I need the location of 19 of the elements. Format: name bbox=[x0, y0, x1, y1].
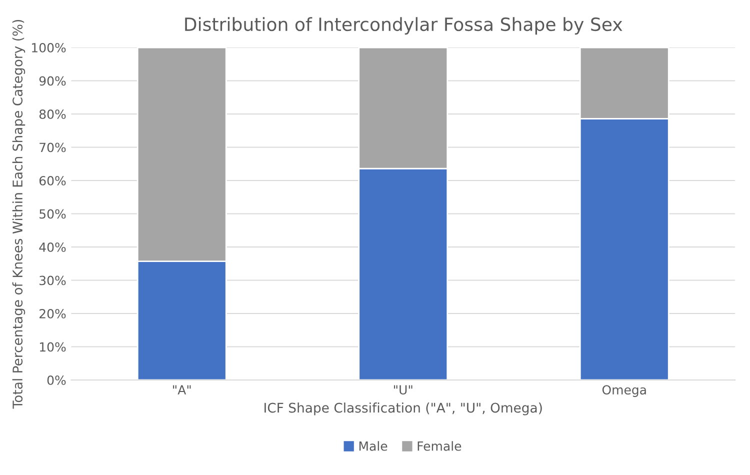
y-axis-title: Total Percentage of Knees Within Each Shape Category (%) bbox=[12, 20, 26, 409]
y-tick-label: 50% bbox=[40, 209, 66, 219]
legend-label: Male bbox=[359, 441, 388, 451]
y-tick-label: 40% bbox=[39, 242, 66, 252]
y-tick-label: 0% bbox=[47, 375, 66, 385]
y-tick-label: 30% bbox=[40, 276, 66, 286]
chart-title: Distribution of Intercondylar Fossa Shape by Sex bbox=[185, 17, 622, 35]
y-tick-label: 70% bbox=[40, 142, 66, 152]
y-tick-label: 90% bbox=[39, 76, 66, 86]
y-tick-label: 100% bbox=[32, 42, 66, 52]
y-tick-label: 10% bbox=[40, 342, 66, 352]
x-tick-label: Omega bbox=[602, 385, 646, 397]
x-tick-label: "U" bbox=[394, 385, 412, 395]
y-tick-label: 80% bbox=[39, 109, 66, 119]
x-tick-label: "A" bbox=[173, 385, 191, 394]
y-tick-label: 60% bbox=[39, 176, 66, 186]
x-axis-title: ICF Shape Classification ("A", "U", Omega) bbox=[264, 402, 542, 416]
legend-label: Female bbox=[418, 441, 462, 451]
y-tick-label: 20% bbox=[40, 308, 66, 318]
